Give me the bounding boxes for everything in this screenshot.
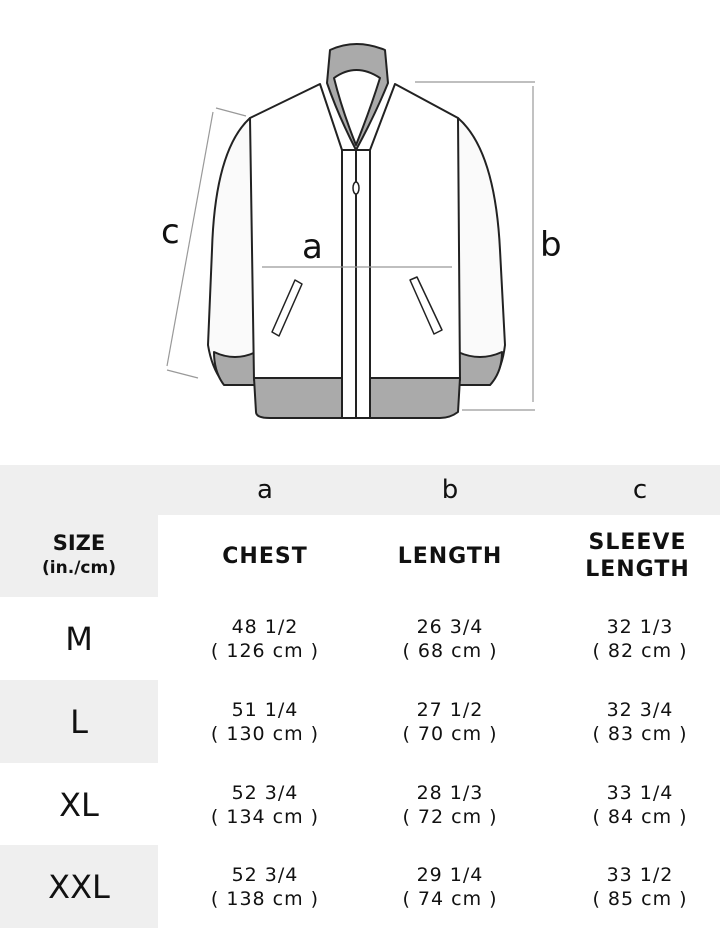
column-header-sleeve-length: SLEEVE LENGTH [585,530,690,582]
inch-value: 32 1/3 [606,615,674,638]
cm-value: ( 74 cm ) [402,887,498,910]
measurement-cell: 51 1/4( 130 cm ) [170,680,360,763]
size-label: L [0,680,158,763]
dimension-c-line [166,111,214,367]
column-header-chest: CHEST [222,543,308,569]
measurement-cell: 27 1/2( 70 cm ) [355,680,545,763]
cm-value: ( 130 cm ) [210,722,320,745]
column-letter-c: c [632,475,648,505]
diagram-label-c: c [161,212,180,252]
diagram-label-b: b [540,225,562,265]
measurement-cell: 33 1/2( 85 cm ) [545,845,720,928]
cm-value: ( 70 cm ) [402,722,498,745]
cm-value: ( 85 cm ) [592,887,688,910]
cm-value: ( 83 cm ) [592,722,688,745]
inch-value: 27 1/2 [416,698,484,721]
jacket-diagram: a b c [161,43,562,419]
measurement-cell: 28 1/3( 72 cm ) [355,763,545,846]
size-label: XXL [0,845,158,928]
inch-value: 52 3/4 [231,781,299,804]
cm-value: ( 84 cm ) [592,805,688,828]
inch-value: 48 1/2 [231,615,299,638]
size-header: SIZE (in./cm) [0,515,158,597]
inch-value: 28 1/3 [416,781,484,804]
cm-value: ( 82 cm ) [592,639,688,662]
size-header-label: SIZE [52,531,106,555]
measurement-cell: 52 3/4( 134 cm ) [170,763,360,846]
diagram-label-a: a [302,227,323,267]
measurement-cell: 32 1/3( 82 cm ) [545,597,720,680]
cm-value: ( 72 cm ) [402,805,498,828]
column-letter-a: a [257,475,273,505]
inch-value: 29 1/4 [416,863,484,886]
inch-value: 33 1/2 [606,863,674,886]
size-header-unit: (in./cm) [42,558,116,578]
letter-header-row [0,465,720,515]
measurement-cell: 32 3/4( 83 cm ) [545,680,720,763]
measurement-cell: 52 3/4( 138 cm ) [170,845,360,928]
column-letter-b: b [441,475,459,505]
measurement-cell: 26 3/4( 68 cm ) [355,597,545,680]
cm-value: ( 68 cm ) [402,639,498,662]
jacket-illustration [207,43,506,419]
inch-value: 51 1/4 [231,698,299,721]
measurement-cell: 33 1/4( 84 cm ) [545,763,720,846]
column-header-length: LENGTH [397,543,503,569]
size-label: XL [59,785,99,824]
cm-value: ( 126 cm ) [210,639,320,662]
measurement-cell: 48 1/2( 126 cm ) [170,597,360,680]
inch-value: 32 3/4 [606,698,674,721]
cm-value: ( 134 cm ) [210,805,320,828]
inch-value: 33 1/4 [606,781,674,804]
inch-value: 26 3/4 [416,615,484,638]
cm-value: ( 138 cm ) [210,887,320,910]
size-label: M [65,619,93,658]
measurement-cell: 29 1/4( 74 cm ) [355,845,545,928]
inch-value: 52 3/4 [231,863,299,886]
dimension-lines [166,81,535,411]
